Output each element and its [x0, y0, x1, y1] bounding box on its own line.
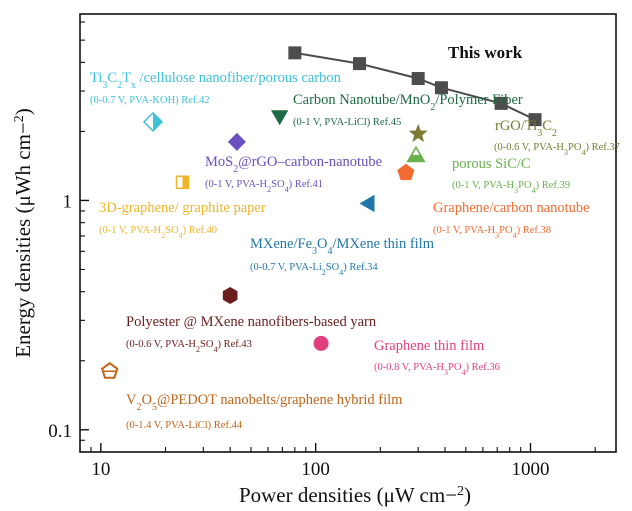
series-condition: (0-1.4 V, PVA-LiCl) Ref.44	[126, 420, 243, 431]
x-tick-label: 10	[91, 459, 110, 480]
series-label: 3D-graphene/ graphite paper	[99, 200, 266, 216]
marker-square-0-5	[528, 113, 542, 127]
series-label: Graphene/carbon nanotube	[433, 200, 590, 216]
plot-frame	[79, 13, 617, 453]
y-tick-label: 0.1	[48, 421, 72, 442]
y-axis-title: Energy densities (μWh cm−2)	[11, 108, 35, 358]
series-condition: (0-1 V, PVA-H2SO4) Ref.41	[205, 179, 323, 194]
series-condition: (0-1 V, PVA-H2SO4) Ref.40	[99, 225, 217, 240]
series-condition: (0-0.7 V, PVA-KOH) Ref.42	[90, 95, 210, 106]
series-label: V2O5@PEDOT nanobelts/graphene hybrid fil…	[126, 392, 403, 413]
series-label: rGO/Ti3C2	[495, 118, 557, 139]
series-condition: (0-1 V, PVA-LiCl) Ref.45	[293, 117, 401, 128]
series-label: Carbon Nanotube/MnO2/Polymer Fiber	[293, 92, 523, 113]
series-label: MXene/Fe3O4/MXene thin film	[250, 236, 435, 257]
marker-square-half-6-0	[175, 175, 190, 190]
series-condition: (0-0.6 V, PVA-H3PO4) Ref.37	[494, 142, 620, 157]
x-axis-title: Power densities (μW cm−2)	[239, 483, 471, 507]
series-condition: (0-0.6 V, PVA-H2SO4) Ref.43	[126, 339, 252, 354]
y-tick-label: 1	[63, 191, 73, 212]
x-axis-ticks: 10 100 1000	[79, 443, 596, 480]
y-axis-ticks: 0.11	[48, 21, 89, 453]
series-condition: (0-1 V, PVA-H3PO4) Ref.38	[433, 225, 551, 240]
marker-square-0-4	[494, 96, 508, 110]
marker-square-0-2	[411, 72, 425, 86]
marker-triangle-down-2-0	[271, 110, 289, 126]
marker-square-0-1	[353, 57, 367, 71]
marker-star-3-0	[408, 123, 428, 142]
series-condition: (0-0.7 V, PVA-Li2SO4) Ref.34	[250, 262, 378, 277]
series-label: Ti3C2Tx /cellulose nanofiber/porous carb…	[90, 70, 342, 91]
marker-square-0-3	[434, 81, 448, 95]
series-labels: This work Ti3C2Tx /cellulose nanofiber/po…	[90, 43, 620, 431]
series-label: porous SiC/C	[452, 156, 531, 172]
marker-triangle-up-half-4-0	[406, 145, 426, 163]
series-condition: (0-0.8 V, PVA-H3PO4) Ref.36	[374, 362, 500, 377]
this-work-label: This work	[448, 43, 523, 62]
marker-hexagon-9-0	[222, 287, 238, 304]
marker-pentagon-7-0	[397, 163, 415, 181]
series-label: Graphene thin film	[374, 338, 485, 354]
x-tick-label: 1000	[512, 459, 550, 480]
marker-diamond-5-0	[227, 132, 246, 151]
marker-square-0-0	[288, 46, 302, 60]
x-tick-label: 100	[301, 459, 330, 480]
data-markers	[100, 46, 542, 379]
series-label: MoS2@rGO–carbon-nanotube	[205, 154, 382, 175]
series-condition: (0-1 V, PVA-H3PO4) Ref.39	[452, 180, 570, 195]
marker-triangle-left-8-0	[359, 194, 375, 213]
marker-pentagon-open-11-0	[100, 361, 119, 379]
series-label: Polyester @ MXene nanofibers-based yarn	[126, 314, 377, 330]
marker-diamond-half-1-0	[142, 111, 164, 132]
marker-circle-10-0	[313, 335, 329, 351]
